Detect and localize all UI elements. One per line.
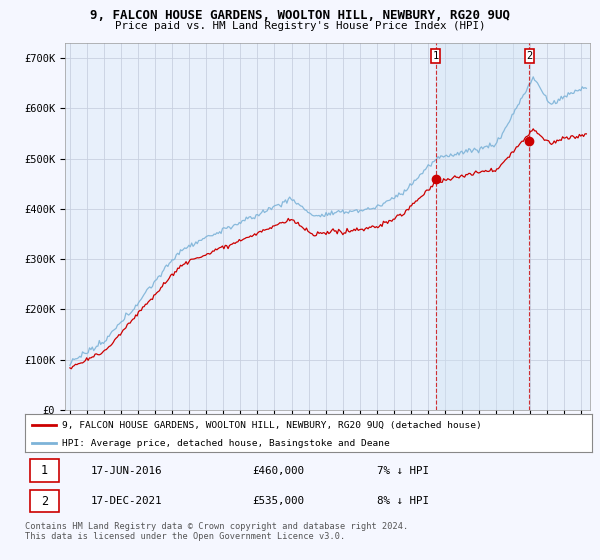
Text: 1: 1	[433, 51, 439, 61]
Text: 17-DEC-2021: 17-DEC-2021	[91, 496, 162, 506]
Text: 7% ↓ HPI: 7% ↓ HPI	[377, 466, 429, 476]
Text: 1: 1	[41, 464, 48, 477]
Text: 9, FALCON HOUSE GARDENS, WOOLTON HILL, NEWBURY, RG20 9UQ (detached house): 9, FALCON HOUSE GARDENS, WOOLTON HILL, N…	[62, 421, 482, 430]
Text: Contains HM Land Registry data © Crown copyright and database right 2024.
This d: Contains HM Land Registry data © Crown c…	[25, 522, 409, 542]
Text: 8% ↓ HPI: 8% ↓ HPI	[377, 496, 429, 506]
Text: Price paid vs. HM Land Registry's House Price Index (HPI): Price paid vs. HM Land Registry's House …	[115, 21, 485, 31]
Text: 17-JUN-2016: 17-JUN-2016	[91, 466, 162, 476]
Text: 2: 2	[526, 51, 533, 61]
Bar	[436, 43, 529, 410]
Text: £535,000: £535,000	[252, 496, 304, 506]
Text: 2: 2	[41, 494, 48, 507]
FancyBboxPatch shape	[30, 489, 59, 512]
FancyBboxPatch shape	[30, 459, 59, 482]
Text: HPI: Average price, detached house, Basingstoke and Deane: HPI: Average price, detached house, Basi…	[62, 439, 390, 448]
Text: 9, FALCON HOUSE GARDENS, WOOLTON HILL, NEWBURY, RG20 9UQ: 9, FALCON HOUSE GARDENS, WOOLTON HILL, N…	[90, 9, 510, 22]
Text: £460,000: £460,000	[252, 466, 304, 476]
